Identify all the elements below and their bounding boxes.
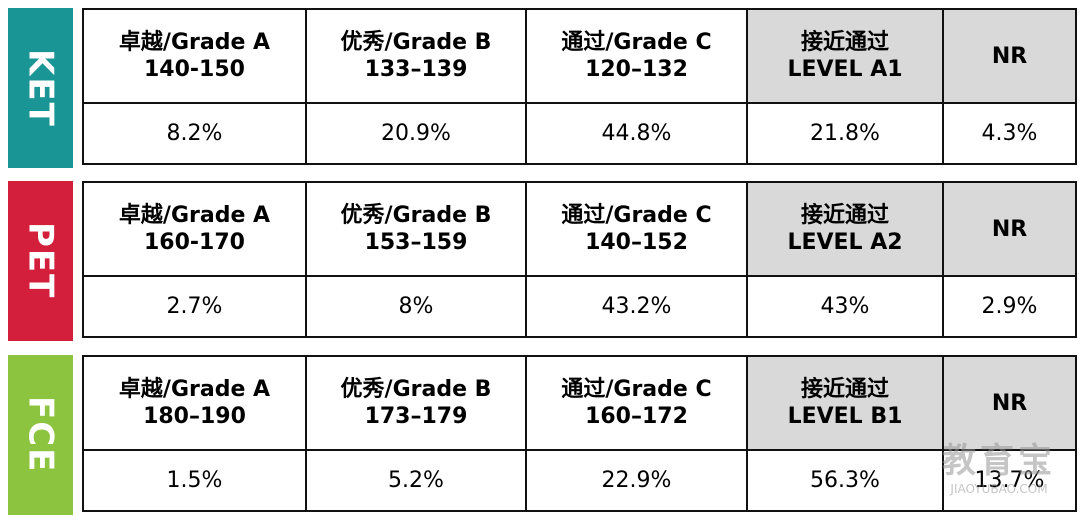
value-cell: 22.9%	[525, 449, 748, 512]
header-cell: 接近通过 LEVEL A1	[746, 8, 944, 104]
header-title: 通过/Grade C	[561, 203, 712, 228]
header-range: 140–152	[585, 230, 688, 255]
value-cell: 13.7%	[942, 449, 1077, 512]
score-table: 卓越/Grade A 180–190 优秀/Grade B 173–179 通过/Gra…	[82, 355, 1077, 512]
header-range: LEVEL A1	[787, 57, 903, 82]
value-cell: 56.3%	[746, 449, 944, 512]
section-label: FCE	[8, 355, 73, 515]
value-cell: 2.7%	[82, 275, 307, 338]
section-label-text: FCE	[20, 396, 61, 474]
value-cell: 43.2%	[525, 275, 748, 338]
header-title: 接近通过	[800, 30, 889, 55]
header-title: 优秀/Grade B	[340, 203, 492, 228]
header-cell: 通过/Grade C 140–152	[525, 181, 748, 277]
header-title: 卓越/Grade A	[118, 30, 271, 55]
watermark-brand: 教育宝	[942, 441, 1056, 481]
value-cell: 21.8%	[746, 102, 944, 165]
header-title: 通过/Grade C	[561, 30, 712, 55]
value-row: 1.5% 5.2% 22.9% 56.3% 13.7%	[82, 449, 1077, 512]
header-title: 接近通过	[800, 377, 889, 402]
header-range: 160-170	[144, 230, 245, 255]
section-label-text: PET	[20, 222, 61, 300]
value-cell: 44.8%	[525, 102, 748, 165]
header-range: LEVEL B1	[787, 404, 903, 429]
watermark-site: JIAOYUBAO.COM	[950, 482, 1048, 496]
header-range: 160–172	[585, 404, 688, 429]
header-row: 卓越/Grade A 140-150 优秀/Grade B 133–139 通过/Gra…	[82, 8, 1077, 104]
value-cell: 8%	[305, 275, 527, 338]
value-cell: 4.3%	[942, 102, 1077, 165]
header-range: 180–190	[143, 404, 246, 429]
value-cell: 5.2%	[305, 449, 527, 512]
header-range: 173–179	[364, 404, 468, 429]
header-title: 通过/Grade C	[561, 377, 712, 402]
value-cell: 43%	[746, 275, 944, 338]
header-cell: 卓越/Grade A 180–190	[82, 355, 307, 451]
header-cell: NR	[942, 355, 1077, 451]
header-title: NR	[991, 390, 1028, 416]
header-cell: 卓越/Grade A 140-150	[82, 8, 307, 104]
header-title: 接近通过	[800, 203, 889, 228]
header-cell: 优秀/Grade B 153–159	[305, 181, 527, 277]
section-label: PET	[8, 181, 73, 341]
header-cell: NR	[942, 8, 1077, 104]
header-title: 卓越/Grade A	[118, 377, 271, 402]
header-range: LEVEL A2	[787, 230, 903, 255]
header-range: 140-150	[144, 57, 245, 82]
score-table: 卓越/Grade A 140-150 优秀/Grade B 133–139 通过/Gra…	[82, 8, 1077, 165]
header-cell: 接近通过 LEVEL B1	[746, 355, 944, 451]
value-cell: 1.5%	[82, 449, 307, 512]
header-title: NR	[991, 43, 1028, 69]
header-title: 卓越/Grade A	[118, 203, 271, 228]
score-table: 卓越/Grade A 160-170 优秀/Grade B 153–159 通过/Gra…	[82, 181, 1077, 338]
value-row: 8.2% 20.9% 44.8% 21.8% 4.3%	[82, 102, 1077, 165]
header-range: 133–139	[364, 57, 468, 82]
header-cell: NR	[942, 181, 1077, 277]
header-cell: 接近通过 LEVEL A2	[746, 181, 944, 277]
header-range: 153–159	[364, 230, 468, 255]
header-cell: 卓越/Grade A 160-170	[82, 181, 307, 277]
value-cell: 2.9%	[942, 275, 1077, 338]
section-label: KET	[8, 8, 73, 168]
header-title: 优秀/Grade B	[340, 30, 492, 55]
header-title: NR	[991, 216, 1028, 242]
header-cell: 通过/Grade C 160–172	[525, 355, 748, 451]
value-row: 2.7% 8% 43.2% 43% 2.9%	[82, 275, 1077, 338]
header-row: 卓越/Grade A 180–190 优秀/Grade B 173–179 通过/Gra…	[82, 355, 1077, 451]
header-cell: 优秀/Grade B 173–179	[305, 355, 527, 451]
header-row: 卓越/Grade A 160-170 优秀/Grade B 153–159 通过/Gra…	[82, 181, 1077, 277]
watermark: 教育宝 JIAOYUBAO.COM	[942, 433, 1056, 496]
section-label-text: KET	[20, 48, 61, 128]
header-cell: 通过/Grade C 120–132	[525, 8, 748, 104]
value-cell: 20.9%	[305, 102, 527, 165]
header-range: 120–132	[585, 57, 688, 82]
header-cell: 优秀/Grade B 133–139	[305, 8, 527, 104]
value-cell: 8.2%	[82, 102, 307, 165]
header-title: 优秀/Grade B	[340, 377, 492, 402]
